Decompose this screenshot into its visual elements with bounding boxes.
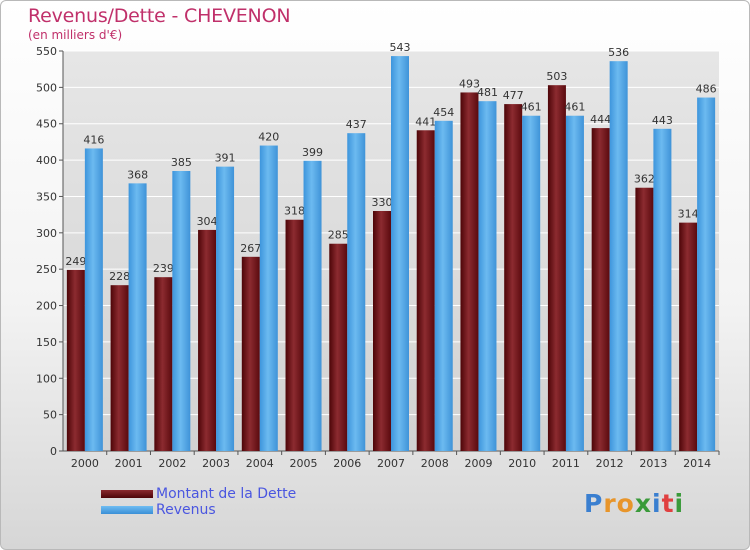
x-tick-label: 2012	[596, 457, 624, 470]
data-label: 454	[433, 106, 454, 119]
bar-revenus	[172, 171, 191, 451]
x-tick-label: 2008	[421, 457, 449, 470]
y-tick-label: 400	[36, 154, 57, 167]
data-label: 443	[652, 114, 673, 127]
bar-dette	[460, 92, 479, 452]
x-tick-label: 2006	[333, 457, 361, 470]
x-tick-label: 2011	[552, 457, 580, 470]
data-label: 461	[564, 101, 585, 114]
bar-revenus	[653, 128, 672, 451]
legend-swatch-revenus	[101, 506, 153, 514]
bar-dette	[285, 219, 304, 451]
data-label: 444	[590, 113, 611, 126]
bar-dette	[547, 85, 566, 451]
legend-label-dette: Montant de la Dette	[156, 486, 297, 502]
data-label: 461	[521, 101, 542, 114]
chart-title: Revenus/Dette - CHEVENON	[28, 5, 291, 27]
data-label: 228	[109, 270, 130, 283]
bar-revenus	[391, 56, 409, 451]
bar-dette	[329, 243, 348, 451]
bar-dette	[198, 229, 217, 451]
data-label: 249	[65, 255, 86, 268]
x-tick-label: 2003	[202, 457, 230, 470]
data-label: 486	[696, 83, 717, 96]
bar-dette	[504, 104, 523, 451]
data-label: 304	[197, 215, 218, 228]
data-label: 267	[240, 242, 261, 255]
x-tick-label: 2004	[246, 457, 274, 470]
bar-dette	[635, 187, 654, 451]
bar-dette	[591, 128, 610, 451]
data-label: 385	[171, 156, 192, 169]
data-label: 477	[503, 89, 524, 102]
data-label: 391	[215, 152, 236, 165]
y-tick-label: 350	[36, 190, 57, 203]
y-tick-label: 450	[36, 118, 57, 131]
y-tick-label: 550	[36, 45, 57, 58]
bar-dette	[154, 277, 173, 451]
x-tick-label: 2001	[115, 457, 143, 470]
data-label: 362	[634, 173, 655, 186]
bar-revenus	[434, 120, 453, 452]
bar-revenus	[609, 61, 628, 451]
bar-dette	[110, 285, 129, 451]
data-label: 330	[372, 196, 393, 209]
data-label: 239	[153, 262, 174, 275]
bar-revenus	[478, 101, 497, 451]
x-tick-label: 2007	[377, 457, 405, 470]
bar-dette	[416, 130, 435, 452]
data-label: 536	[608, 46, 629, 59]
y-tick-label: 250	[36, 263, 57, 276]
y-tick-label: 0	[50, 445, 57, 458]
bar-revenus	[259, 145, 278, 451]
data-label: 420	[258, 131, 279, 144]
data-label: 318	[284, 205, 305, 218]
data-label: 437	[346, 118, 367, 131]
data-label: 503	[546, 70, 567, 83]
y-tick-label: 300	[36, 227, 57, 240]
chart-subtitle: (en milliers d'€)	[28, 28, 123, 42]
data-label: 368	[127, 168, 148, 181]
x-tick-label: 2014	[683, 457, 711, 470]
data-label: 543	[390, 41, 411, 54]
legend-label-revenus: Revenus	[156, 502, 216, 518]
legend-swatch-dette	[101, 490, 153, 498]
data-label: 441	[415, 115, 436, 128]
bar-revenus	[128, 183, 147, 451]
x-tick-label: 2000	[71, 457, 99, 470]
x-tick-label: 2002	[158, 457, 186, 470]
x-tick-label: 2005	[290, 457, 318, 470]
data-label: 399	[302, 146, 323, 159]
x-tick-label: 2010	[508, 457, 536, 470]
y-tick-label: 100	[36, 372, 57, 385]
bar-revenus	[347, 133, 366, 451]
proxiti-logo: Proxiti	[584, 489, 685, 518]
x-tick-label: 2013	[639, 457, 667, 470]
data-label: 493	[459, 77, 480, 90]
bar-revenus	[84, 148, 103, 452]
data-label: 416	[83, 133, 104, 146]
bar-revenus	[303, 160, 322, 451]
y-tick-label: 150	[36, 336, 57, 349]
bar-revenus	[522, 115, 541, 452]
y-tick-label: 200	[36, 300, 57, 313]
data-label: 314	[678, 208, 699, 221]
data-label: 285	[328, 229, 349, 242]
bar-dette	[241, 256, 260, 451]
y-tick-label: 500	[36, 81, 57, 94]
y-tick-label: 50	[43, 409, 57, 422]
bar-dette	[373, 211, 391, 451]
bar-dette	[679, 222, 698, 451]
bar-revenus	[565, 115, 584, 452]
bar-revenus	[697, 97, 716, 451]
bar-dette	[66, 269, 85, 451]
data-label: 481	[477, 86, 498, 99]
bar-revenus	[216, 166, 235, 452]
x-tick-label: 2009	[464, 457, 492, 470]
